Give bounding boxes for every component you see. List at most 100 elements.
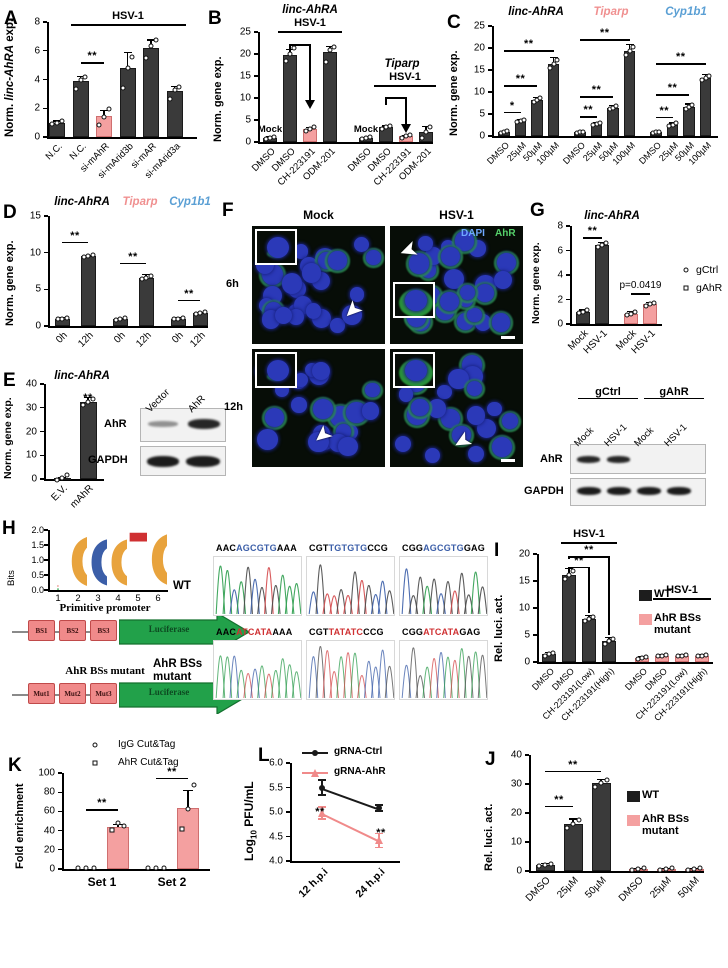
inset-zoom [255,229,297,265]
group-overbar-label: HSV-1 [112,10,144,22]
row-title-12h: 12h [224,401,243,413]
significance-line [81,62,105,64]
nucleus [494,271,512,289]
nucleus [492,313,510,331]
significance-line [569,567,589,569]
nucleus [405,290,427,311]
seq-motif: TGTGTG [329,543,368,553]
bar [592,783,611,871]
y-tick [58,811,62,812]
y-axis-title: Norm. linc-AhRA exp. [4,19,16,137]
column-title-hsv: HSV-1 [439,208,474,222]
error-cap [375,847,383,849]
legend-label-wt: WT [654,588,671,600]
y-tick-label: 60 [0,806,55,817]
data-point [120,86,125,91]
nucleus [265,408,284,427]
seq-prefix: CGG [402,543,423,553]
y-axis [48,216,50,327]
blot-row-label-gapdh: GAPDH [88,454,128,466]
data-point [652,300,657,305]
y-tick [40,407,44,408]
nucleus [291,397,306,412]
chromatogram-sequence: CGTTGTGTGCCG [309,543,388,553]
y-tick [44,252,48,253]
significance-label: ** [568,759,578,771]
data-point [704,652,709,657]
logo-y-tick [44,574,48,575]
data-point [562,577,567,582]
bar [564,824,583,871]
channel-label-dapi: DAPI [461,228,485,239]
x-axis [570,324,662,326]
logo-letter: A [49,588,67,590]
y-tick [58,830,62,831]
mock-label-1: Mock [258,124,282,135]
group-overbar [278,31,342,33]
data-point [59,119,64,124]
data-point [669,866,674,871]
y-tick-label: 40 [0,825,55,836]
y-tick [43,136,47,137]
data-point [567,573,572,578]
logo-letter: T [129,530,147,590]
data-point [636,866,641,871]
x-axis [492,136,718,138]
data-point [84,866,89,871]
blot-row-label-gapdh: GAPDH [524,485,564,497]
y-tick-label: 15 [489,576,530,587]
data-point [64,315,69,320]
bar [323,52,337,142]
blot-row-label-ahr: AhR [540,453,563,465]
chromatogram-sequence: CGGATCATAGAG [402,627,480,637]
scale-bar [501,336,515,339]
y-tick [286,836,290,837]
significance-tick [568,556,570,559]
gene-title: Cyp1b1 [665,6,707,18]
bar [582,619,596,662]
nucleus [362,402,380,420]
data-point [604,241,609,246]
seq-suffix: GAG [459,627,480,637]
y-axis-title-main: Log [242,839,256,861]
blot-band [148,421,178,427]
y-tick-label: 80 [0,787,55,798]
data-point [97,122,102,127]
y-axis-title-sub: 10 [249,830,258,839]
panel-h: H 2.01.51.00.50.0Bits123456ATGCGTGPrimit… [0,518,490,723]
legend-label-ahr: gRNA-AhR [334,766,386,777]
bar [607,108,619,136]
chromatogram-trace [400,557,487,615]
data-point [292,46,297,51]
significance-line [545,806,573,808]
chromatogram-sequence: CGTTATATCCCG [309,627,384,637]
data-point [597,120,602,125]
blot-band [186,456,220,467]
nucleus [312,362,330,380]
y-tick [488,25,492,26]
x-axis [529,871,704,873]
y-axis [62,773,64,870]
data-point [92,866,97,871]
data-point [664,652,669,657]
seq-motif: TATATC [329,627,364,637]
legend-marker-ahr [93,761,98,766]
data-point [641,866,646,871]
y-tick [286,787,290,788]
data-point [125,66,130,71]
legend-marker-igg [93,743,98,748]
data-point [102,114,107,119]
significance-line [580,39,630,41]
data-point [408,132,413,137]
y-axis-title-prefix: Norm. [4,101,16,137]
y-tick [533,553,537,554]
y-tick [43,50,47,51]
y-axis [290,763,292,862]
y-axis [47,22,49,138]
y-tick-label: 6.0 [232,758,283,769]
y-tick [533,661,537,662]
bracket-tick-2 [385,97,387,105]
